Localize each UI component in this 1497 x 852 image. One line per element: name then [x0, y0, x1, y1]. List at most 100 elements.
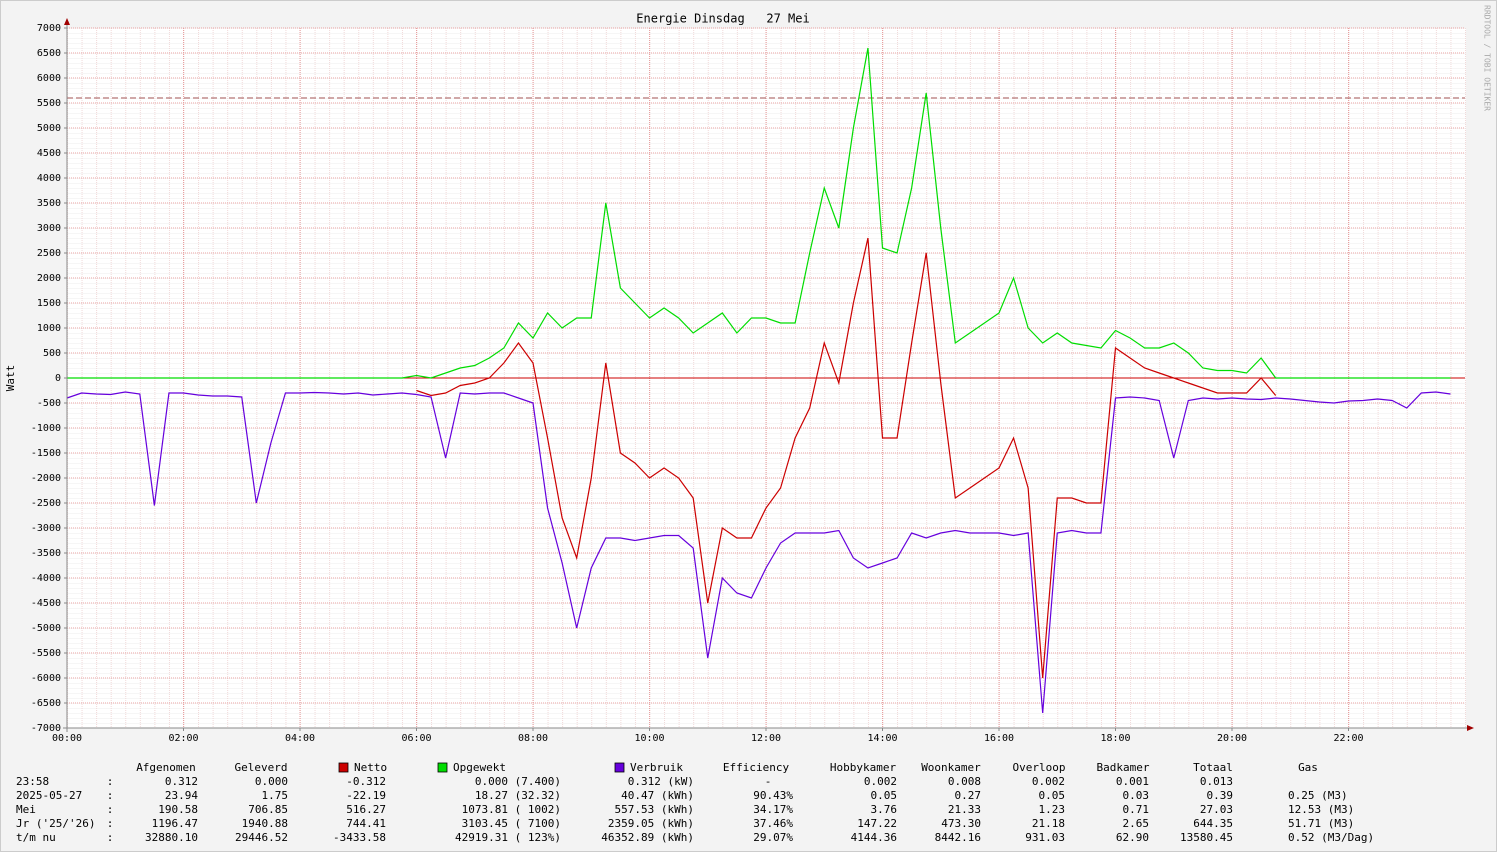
- table-cell: 644.35: [1193, 817, 1233, 830]
- x-tick-label: 06:00: [401, 733, 431, 744]
- legend-swatch: [614, 762, 625, 773]
- y-tick-label: -3500: [31, 548, 61, 559]
- table-cell: 557.53 (kWh): [615, 803, 694, 816]
- table-cell: -22.19: [346, 789, 386, 802]
- x-tick-label: 16:00: [984, 733, 1014, 744]
- table-cell: 42919.31 ( 123%): [455, 831, 561, 844]
- y-tick-label: 4000: [37, 173, 61, 184]
- table-cell: 744.41: [346, 817, 386, 830]
- y-tick-label: 0: [55, 373, 61, 384]
- y-tick-label: -6000: [31, 673, 61, 684]
- table-cell: 3103.45 ( 7100): [462, 817, 561, 830]
- table-cell: -3433.58: [333, 831, 386, 844]
- x-tick-label: 20:00: [1217, 733, 1247, 744]
- y-tick-label: 5000: [37, 123, 61, 134]
- legend-label: Netto: [354, 761, 387, 774]
- x-tick-label: 18:00: [1100, 733, 1130, 744]
- table-cell: -: [765, 775, 772, 788]
- table-cell: 0.25 (M3): [1288, 789, 1348, 802]
- table-cell: 1940.88: [242, 817, 288, 830]
- table-cell: 18.27 (32.32): [475, 789, 561, 802]
- x-tick-label: 14:00: [867, 733, 897, 744]
- table-cell: 12.53 (M3): [1288, 803, 1354, 816]
- y-tick-label: -4500: [31, 598, 61, 609]
- table-cell: 21.33: [948, 803, 981, 816]
- y-tick-label: -6500: [31, 698, 61, 709]
- table-cell: 0.008: [948, 775, 981, 788]
- column-header: Woonkamer: [921, 761, 981, 774]
- x-tick-label: 08:00: [518, 733, 548, 744]
- y-tick-label: 3000: [37, 223, 61, 234]
- y-tick-label: -7000: [31, 723, 61, 734]
- table-cell: 0.000 (7.400): [475, 775, 561, 788]
- x-axis-arrow: [1467, 725, 1474, 731]
- x-tick-label: 02:00: [168, 733, 198, 744]
- table-cell: 3.76: [871, 803, 898, 816]
- legend-swatch: [338, 762, 349, 773]
- watermark: RRDTOOL / TOBI OETIKER: [1483, 5, 1492, 111]
- table-cell: 23:58: [16, 775, 49, 788]
- table-cell: 29.07%: [753, 831, 793, 844]
- y-tick-label: -5000: [31, 623, 61, 634]
- y-tick-label: 6000: [37, 73, 61, 84]
- axes: [63, 18, 1474, 732]
- y-tick-label: -1000: [31, 423, 61, 434]
- table-cell: 21.18: [1032, 817, 1065, 830]
- table-cell: 0.27: [955, 789, 982, 802]
- table-cell: 1073.81 ( 1002): [462, 803, 561, 816]
- table-cell: 40.47 (kWh): [621, 789, 694, 802]
- x-tick-label: 04:00: [285, 733, 315, 744]
- y-tick-label: -2500: [31, 498, 61, 509]
- table-cell: :: [107, 817, 114, 830]
- series-line: [67, 47, 1451, 379]
- table-cell: 931.03: [1025, 831, 1065, 844]
- x-tick-label: 22:00: [1333, 733, 1363, 744]
- y-tick-label: -500: [37, 398, 61, 409]
- series-line: [66, 391, 1451, 714]
- table-cell: 1.75: [262, 789, 289, 802]
- y-tick-label: 6500: [37, 48, 61, 59]
- table-cell: 8442.16: [935, 831, 981, 844]
- x-tick-label: 12:00: [751, 733, 781, 744]
- table-cell: 90.43%: [753, 789, 793, 802]
- table-cell: 29446.52: [235, 831, 288, 844]
- table-cell: :: [107, 803, 114, 816]
- y-tick-label: -2000: [31, 473, 61, 484]
- table-cell: 0.03: [1123, 789, 1150, 802]
- y-tick-label: 500: [43, 348, 61, 359]
- table-cell: 46352.89 (kWh): [601, 831, 694, 844]
- table-cell: 2359.05 (kWh): [608, 817, 694, 830]
- series-line: [416, 237, 1277, 679]
- column-header: Totaal: [1193, 761, 1233, 774]
- table-cell: 34.17%: [753, 803, 793, 816]
- table-cell: 0.001: [1116, 775, 1149, 788]
- y-tick-label: -1500: [31, 448, 61, 459]
- y-axis-label: Watt: [4, 365, 17, 392]
- table-cell: 13580.45: [1180, 831, 1233, 844]
- column-header: Geleverd: [235, 761, 288, 774]
- table-cell: 51.71 (M3): [1288, 817, 1354, 830]
- table-cell: 0.05: [1039, 789, 1066, 802]
- table-cell: 1196.47: [152, 817, 198, 830]
- y-tick-label: 1000: [37, 323, 61, 334]
- y-tick-label: 2000: [37, 273, 61, 284]
- y-tick-label: 3500: [37, 198, 61, 209]
- table-cell: 147.22: [857, 817, 897, 830]
- table-cell: 27.03: [1200, 803, 1233, 816]
- y-tick-label: -3000: [31, 523, 61, 534]
- legend-label: Opgewekt: [453, 761, 506, 774]
- y-tick-label: -5500: [31, 648, 61, 659]
- column-header: Badkamer: [1097, 761, 1150, 774]
- column-header: Gas: [1298, 761, 1318, 774]
- y-tick-label: 5500: [37, 98, 61, 109]
- table-cell: 37.46%: [753, 817, 793, 830]
- table-cell: :: [107, 789, 114, 802]
- table-cell: 32880.10: [145, 831, 198, 844]
- y-tick-label: -4000: [31, 573, 61, 584]
- table-cell: 516.27: [346, 803, 386, 816]
- y-tick-label: 7000: [37, 23, 61, 34]
- table-cell: 0.52 (M3/Dag): [1288, 831, 1374, 844]
- y-tick-label: 1500: [37, 298, 61, 309]
- column-header: Efficiency: [723, 761, 790, 774]
